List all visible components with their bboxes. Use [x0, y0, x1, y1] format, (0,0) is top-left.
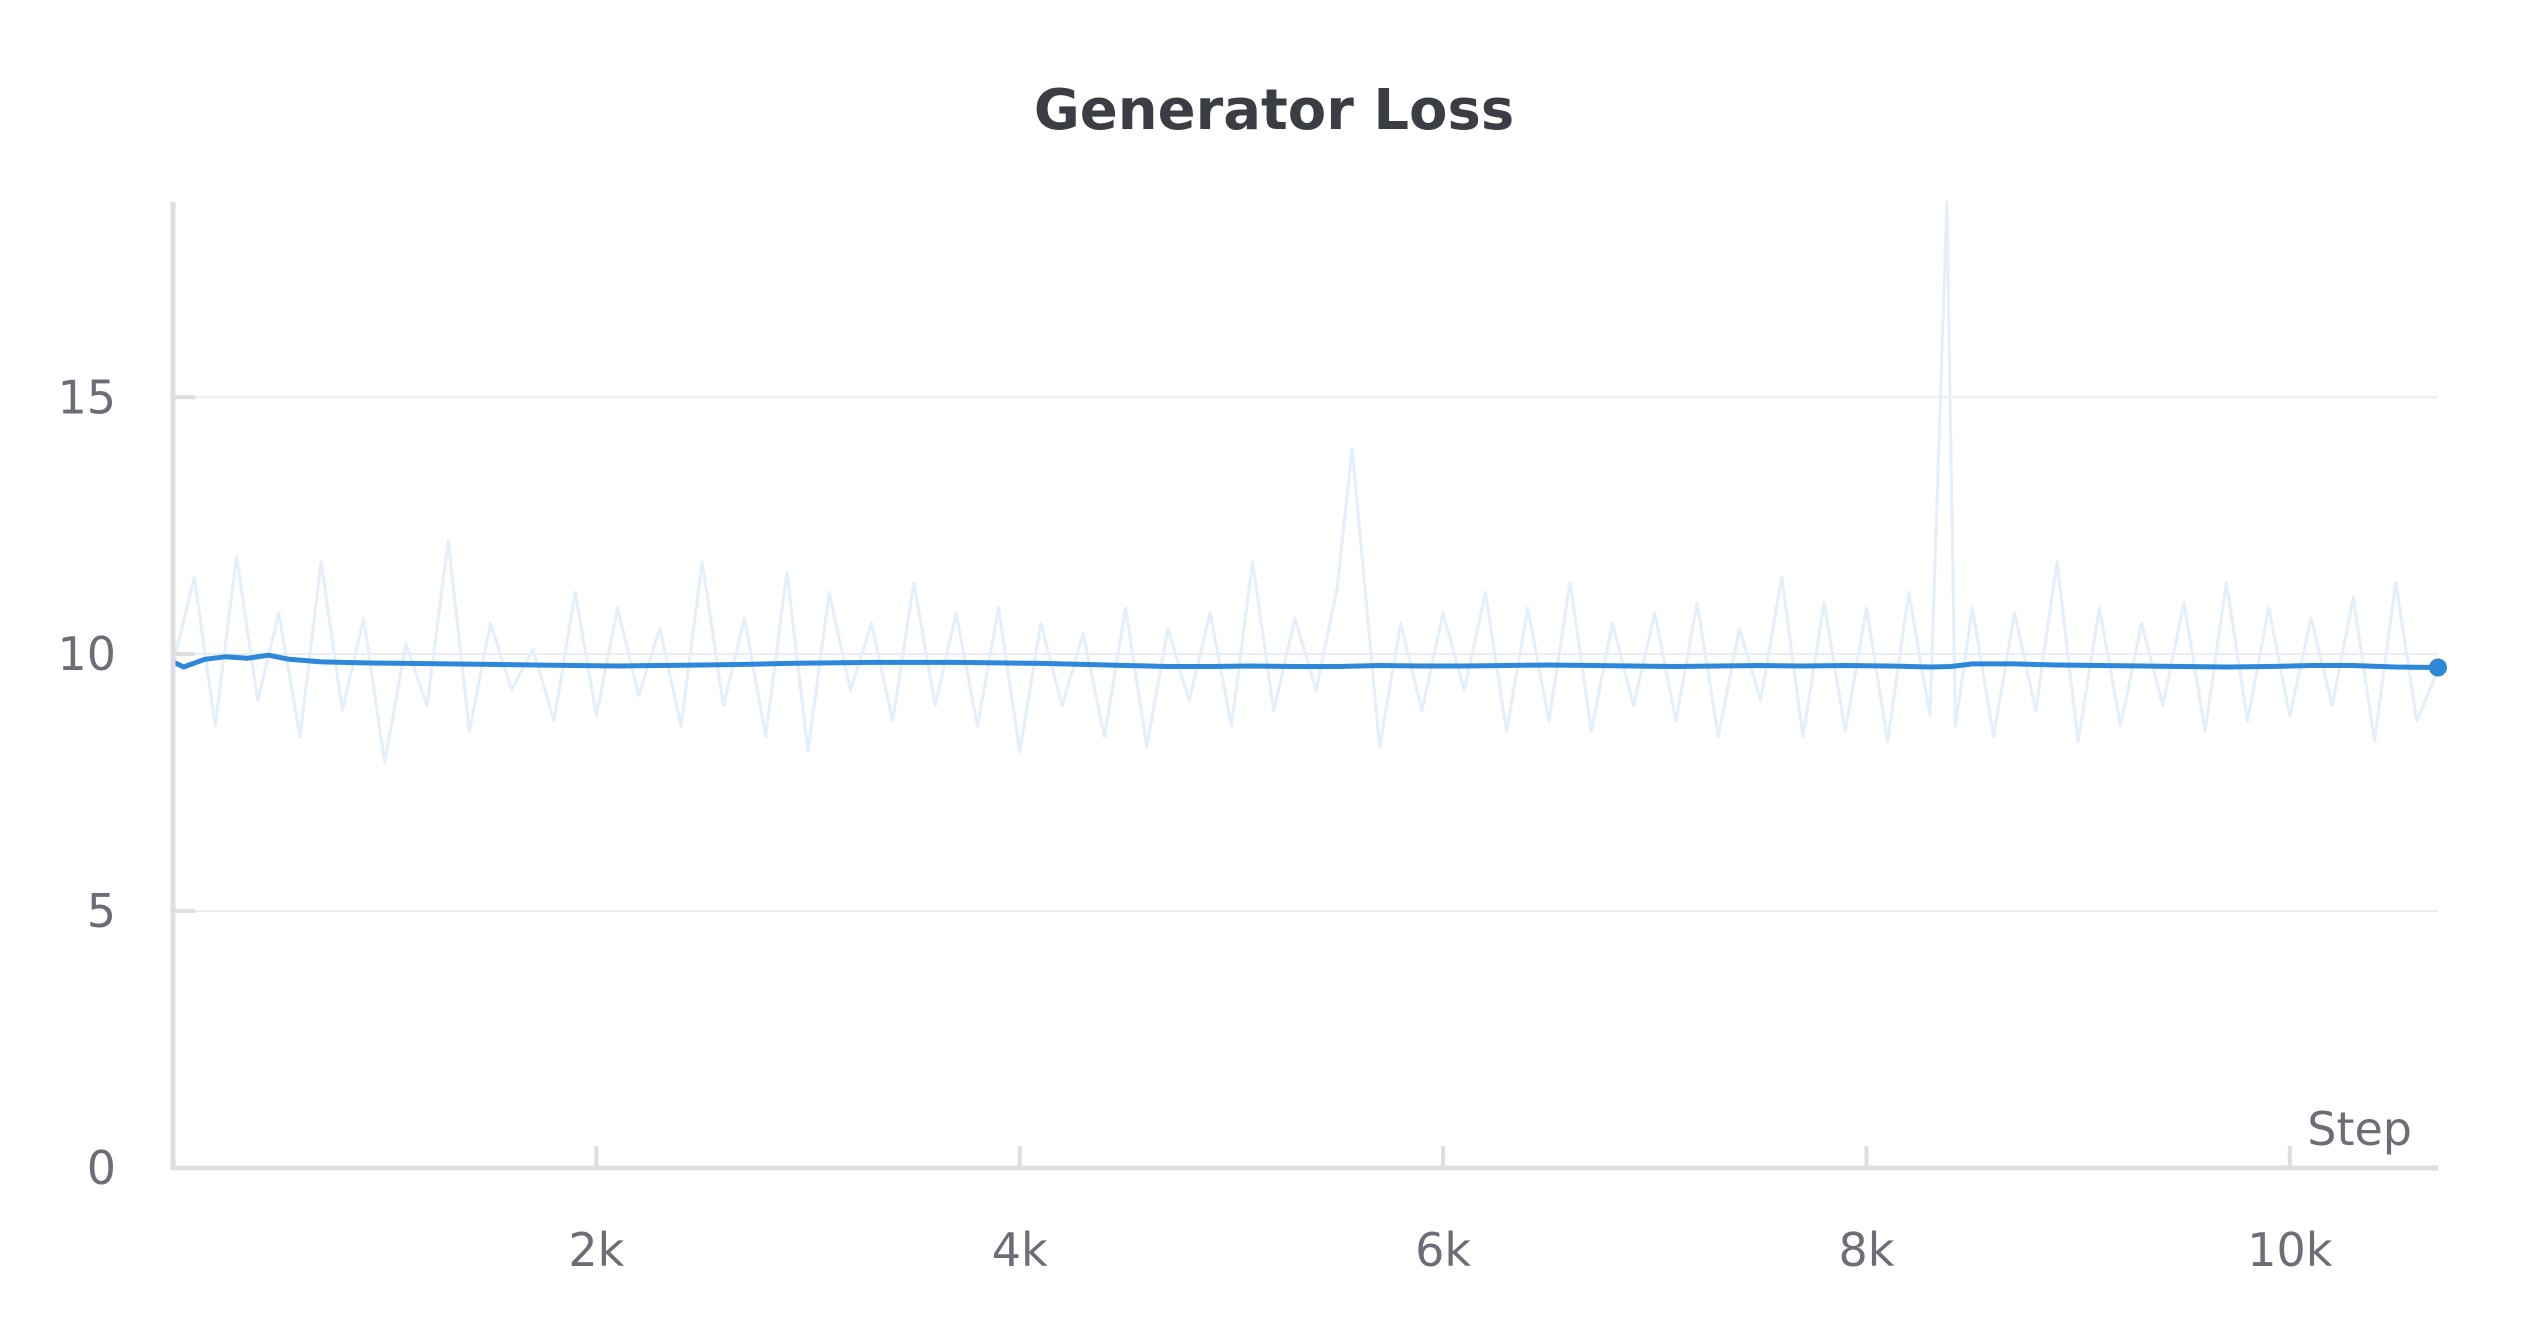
y-tick-label: 15 [57, 370, 116, 424]
y-tick-label: 5 [87, 884, 116, 938]
y-tick-label: 0 [87, 1141, 116, 1195]
x-tick-label: 8k [1839, 1223, 1895, 1277]
last-point-marker[interactable] [2429, 658, 2447, 677]
x-tick-label: 10k [2247, 1223, 2333, 1277]
smoothed-loss-line [170, 652, 2441, 670]
y-tick-label: 10 [57, 627, 116, 681]
raw-series-layer [171, 200, 2440, 764]
raw-loss-line [171, 200, 2440, 764]
x-axis-label: Step [2307, 1102, 2412, 1156]
x-tick-label: 4k [992, 1223, 1048, 1277]
smoothed-series-layer [170, 652, 2447, 677]
x-tick-label: 2k [568, 1223, 624, 1277]
x-tick-labels: 2k 4k 6k 8k 10k [568, 1146, 2333, 1277]
chart-title: Generator Loss [1034, 78, 1514, 143]
x-tick-label: 6k [1415, 1223, 1471, 1277]
axes [170, 202, 2438, 1171]
y-tick-labels: 0 5 10 15 [57, 370, 195, 1195]
